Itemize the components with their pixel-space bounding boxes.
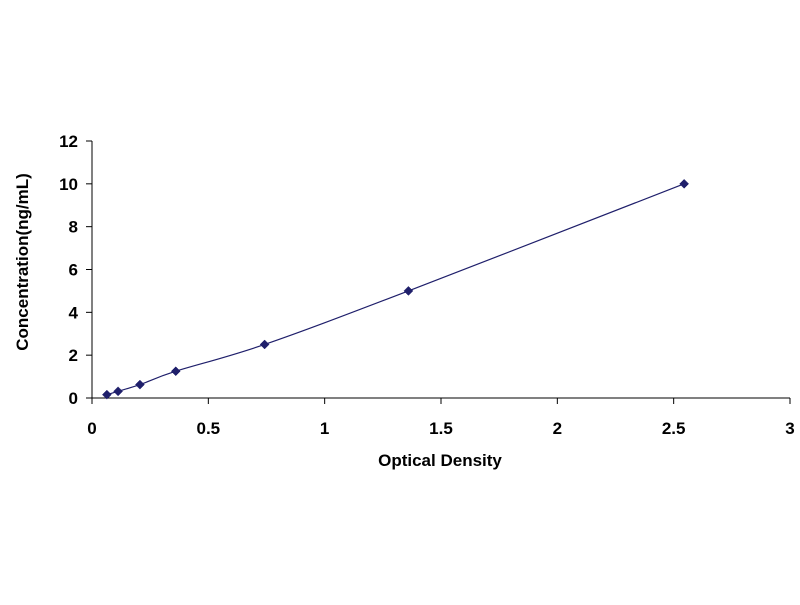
x-tick-label: 2.5: [662, 419, 686, 438]
axes: 0 2 4 6 8 10 12 0 0.5 1 1.5 2 2.5 3: [59, 132, 795, 438]
y-tick-label: 12: [59, 132, 78, 151]
y-tick-label: 4: [69, 303, 79, 322]
x-tick-label: 0: [87, 419, 96, 438]
data-point: [403, 286, 414, 296]
data-points: [102, 178, 689, 400]
x-tick-label: 3: [785, 419, 794, 438]
x-tick-label: 0.5: [197, 419, 221, 438]
fit-curve: [106, 183, 685, 396]
y-tick-label: 10: [59, 175, 78, 194]
data-point: [170, 366, 181, 377]
y-tick-label: 0: [69, 389, 78, 408]
y-tick-label: 8: [69, 218, 78, 237]
y-axis-title: Concentration(ng/mL): [13, 173, 32, 351]
x-tick-label: 1: [320, 419, 329, 438]
x-axis-title: Optical Density: [378, 451, 502, 470]
data-point: [259, 339, 270, 350]
data-point: [135, 379, 145, 390]
x-tick-label: 2: [553, 419, 562, 438]
data-point: [679, 178, 689, 189]
y-tick-label: 2: [69, 346, 78, 365]
data-point: [102, 389, 112, 400]
y-tick-label: 6: [69, 261, 78, 280]
x-tick-label: 1.5: [429, 419, 453, 438]
fit-curve-group: [106, 183, 685, 396]
data-point: [113, 386, 123, 397]
